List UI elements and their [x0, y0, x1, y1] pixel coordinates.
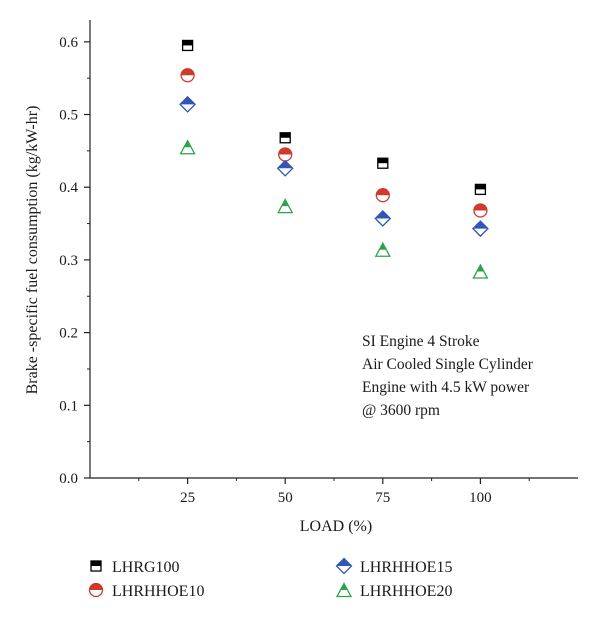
data-point — [374, 210, 392, 227]
ticks: 0.0 0.1 0.2 0.3 0.4 0.5 0.6 25 50 75 100 — [59, 35, 530, 506]
data-point — [473, 203, 488, 218]
legend: LHRG100 LHRHHOE10 LHRHHOE15 LHRHHOE20 — [88, 557, 452, 600]
data-point — [276, 159, 294, 177]
y-tick-label: 0.2 — [59, 326, 78, 342]
series-lhrg100 — [181, 39, 487, 196]
x-tick-label: 50 — [278, 490, 293, 506]
legend-item: LHRHHOE15 — [335, 557, 452, 576]
y-tick-label: 0.6 — [59, 35, 78, 51]
annotation-line-3: Engine with 4.5 kW power — [362, 379, 530, 396]
x-tick-label: 75 — [375, 490, 390, 506]
series-lhrhhoe15 — [179, 95, 489, 238]
legend-marker — [88, 582, 104, 598]
data-point — [472, 263, 489, 279]
data-points — [179, 39, 489, 279]
data-point — [471, 220, 489, 238]
series-lhrhhoe10 — [180, 68, 488, 218]
data-point — [180, 68, 195, 83]
data-point — [179, 95, 197, 113]
data-point — [277, 198, 294, 214]
series-lhrhhoe20 — [179, 139, 489, 279]
annotation-line-4: @ 3600 rpm — [362, 402, 440, 419]
x-tick-label: 100 — [469, 490, 492, 506]
legend-item: LHRG100 — [90, 559, 180, 576]
data-point — [181, 39, 194, 52]
data-point — [278, 147, 293, 162]
legend-label: LHRHHOE10 — [112, 583, 204, 600]
data-point — [179, 139, 196, 155]
legend-marker — [90, 560, 102, 572]
legend-marker — [335, 557, 353, 575]
legend-label: LHRG100 — [112, 559, 180, 576]
legend-marker — [335, 582, 353, 598]
y-tick-label: 0.5 — [59, 108, 78, 124]
annotation-line-1: SI Engine 4 Stroke — [362, 333, 480, 350]
axes — [89, 20, 578, 479]
legend-label: LHRHHOE15 — [360, 559, 452, 576]
legend-item: LHRHHOE20 — [335, 582, 452, 600]
data-point — [375, 188, 390, 203]
y-axis-title: Brake -specific fuel consumption (kg/kW-… — [24, 106, 41, 395]
annotation: SI Engine 4 Stroke Air Cooled Single Cyl… — [362, 333, 534, 419]
y-tick-label: 0.0 — [59, 471, 78, 487]
data-point — [377, 157, 389, 169]
data-point — [374, 241, 391, 257]
x-tick-label: 25 — [180, 490, 195, 506]
data-point — [279, 132, 291, 144]
y-tick-label: 0.4 — [59, 180, 78, 196]
annotation-line-2: Air Cooled Single Cylinder — [362, 356, 534, 373]
x-axis-title: LOAD (%) — [300, 518, 372, 535]
y-tick-label: 0.3 — [59, 253, 78, 269]
y-tick-label: 0.1 — [59, 398, 78, 414]
data-point — [474, 183, 487, 196]
legend-label: LHRHHOE20 — [360, 583, 452, 600]
legend-item: LHRHHOE10 — [88, 582, 204, 600]
